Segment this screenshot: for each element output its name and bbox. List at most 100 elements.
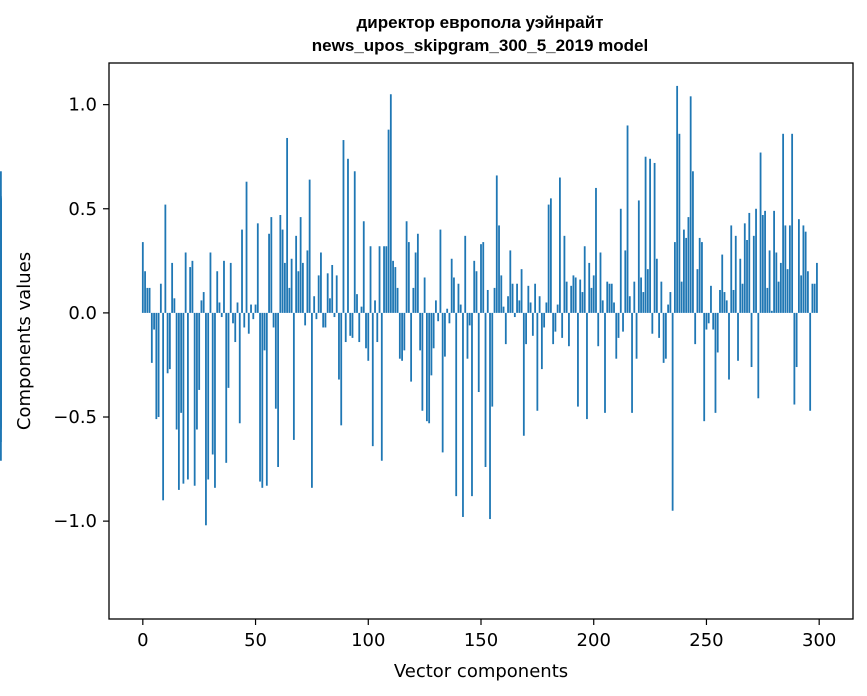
bar-103 [374, 300, 376, 313]
bar-17 [180, 312, 183, 413]
bar-219 [635, 312, 638, 359]
bar-185 [559, 177, 561, 313]
bar-183 [554, 312, 557, 332]
bar-108 [385, 246, 388, 313]
bar-19 [184, 252, 187, 313]
bar-43 [238, 312, 241, 424]
bar-86 [335, 275, 338, 313]
bar-66 [290, 258, 293, 313]
bar-100 [367, 312, 370, 361]
bar-33 [216, 271, 219, 313]
bar-209 [613, 302, 615, 313]
bar-162 [507, 296, 509, 313]
bar-275 [761, 215, 764, 313]
bar-215 [626, 125, 629, 313]
bar-6 [155, 312, 158, 420]
bar-63 [283, 262, 286, 313]
bar-187 [563, 235, 566, 313]
bar-298 [813, 283, 816, 313]
bar-221 [640, 277, 642, 313]
bar-296 [809, 312, 812, 411]
bar-67 [292, 312, 295, 440]
bar-110 [389, 94, 392, 313]
bar-200 [592, 275, 595, 313]
bar-289 [793, 312, 796, 405]
bar-84 [331, 264, 334, 313]
bar-34 [218, 302, 221, 313]
bar-139 [455, 312, 458, 497]
bar-251 [707, 312, 710, 324]
bar-207 [608, 283, 611, 313]
bar-13 [171, 262, 174, 313]
bar-undefined [0, 206, 2, 313]
bar-233 [667, 304, 670, 313]
bar-154 [489, 312, 491, 520]
bar-240 [683, 229, 685, 313]
bar-132 [439, 229, 442, 313]
bar-193 [577, 312, 579, 407]
bar-37 [225, 312, 228, 463]
bar-147 [473, 260, 476, 313]
bar-140 [457, 283, 460, 313]
bar-27 [202, 292, 205, 313]
bar-48 [250, 304, 252, 313]
bar-35 [220, 312, 223, 318]
bar-102 [371, 312, 374, 447]
bar-93 [351, 312, 354, 338]
bar-291 [797, 219, 800, 313]
bar-91 [347, 158, 349, 313]
bar-281 [775, 252, 778, 313]
bar-15 [175, 312, 178, 430]
bar-231 [662, 312, 665, 363]
bar-11 [166, 312, 169, 374]
bar-56 [268, 233, 270, 313]
bar-280 [773, 210, 775, 313]
plot-frame [108, 62, 854, 620]
bar-257 [721, 254, 724, 313]
bar-272 [755, 208, 757, 313]
bar-106 [380, 312, 383, 461]
bar-96 [358, 312, 361, 343]
bar-78 [317, 275, 320, 313]
bar-54 [263, 312, 266, 351]
bar-3 [148, 287, 151, 313]
bar-174 [534, 283, 537, 313]
bar-292 [800, 275, 803, 313]
bar-58 [272, 312, 275, 328]
bar-121 [414, 252, 417, 313]
chart-subtitle: news_upos_skipgram_300_5_2019 model [312, 36, 648, 55]
bar-196 [583, 246, 586, 313]
bar-107 [383, 246, 385, 313]
bar-81 [324, 312, 327, 328]
bar-2 [146, 287, 149, 313]
bar-109 [387, 129, 390, 313]
bar-264 [737, 312, 739, 361]
bar-134 [444, 312, 446, 357]
bar-152 [484, 312, 487, 467]
bar-261 [730, 225, 733, 313]
bar-90 [344, 312, 347, 343]
bar-199 [590, 287, 593, 313]
bar-146 [471, 312, 473, 497]
bar-69 [297, 271, 300, 313]
bar-250 [705, 312, 708, 330]
bar-89 [342, 140, 345, 313]
bar-156 [493, 287, 496, 313]
bar-75 [311, 312, 313, 488]
y-axis-ticks: −1.0 −0.5 0.0 0.5 1.0 [53, 95, 109, 532]
bar-148 [475, 271, 478, 313]
bar-204 [601, 300, 604, 313]
bar-287 [788, 225, 791, 313]
bar-173 [531, 312, 534, 336]
bar-7 [157, 312, 160, 418]
bar-258 [723, 292, 726, 313]
bar-248 [701, 242, 703, 313]
bar-95 [356, 294, 358, 313]
bar-111 [392, 260, 394, 313]
x-tick-label: 250 [689, 630, 723, 651]
bar-177 [540, 312, 543, 370]
bar-79 [320, 252, 322, 313]
bar-114 [398, 312, 401, 359]
bar-168 [520, 269, 523, 313]
bar-14 [173, 298, 176, 313]
